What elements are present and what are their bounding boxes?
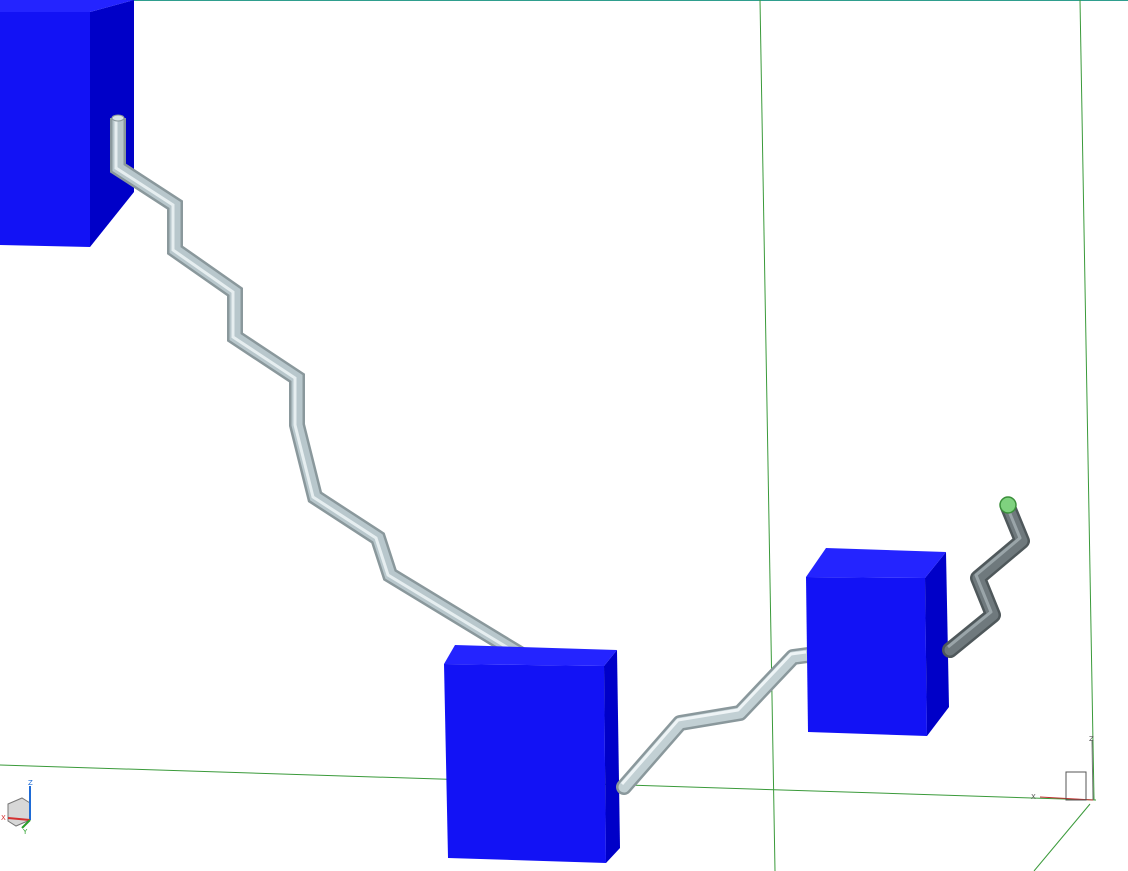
view-triad-y-label: Y: [22, 828, 28, 836]
origin-box-icon: [1065, 771, 1087, 801]
selected-pipe-endpoint[interactable]: [999, 496, 1017, 514]
block-bottom-center-top: [444, 645, 617, 666]
block-right-side: [925, 552, 949, 736]
grid-line-vertical-right: [1079, 0, 1095, 801]
pipe-route-long-outline: [110, 118, 530, 664]
origin-x-label: X: [1031, 793, 1036, 801]
block-right[interactable]: [806, 548, 949, 736]
block-bottom-center[interactable]: [444, 645, 620, 863]
pipe-route-long-highlight: [114, 118, 524, 659]
view-triad-left[interactable]: Z X Y: [1, 779, 33, 836]
pipe-route-exit[interactable]: [942, 496, 1030, 658]
view-triad-x-axis: [7, 817, 31, 821]
block-top-left-front: [0, 12, 90, 247]
origin-triad-right: Z X: [1031, 735, 1094, 801]
view-triad-x-label: X: [1, 814, 6, 822]
view-triad-z-label: Z: [28, 779, 33, 787]
pipe-route-long[interactable]: [110, 114, 530, 664]
block-bottom-center-side: [604, 650, 620, 863]
view-triad-y-axis: [21, 819, 31, 829]
pipe-route-short-highlight: [620, 650, 807, 785]
pipe-route-short[interactable]: [616, 647, 816, 795]
block-right-front: [806, 577, 927, 736]
origin-z-label: Z: [1089, 735, 1094, 743]
grid-line-diagonal: [1033, 803, 1091, 871]
pipe-route-long-start-cap: [111, 114, 125, 122]
view-cube-icon: [7, 797, 31, 827]
grid-line-vertical-mid: [759, 0, 776, 871]
origin-z-axis: [1091, 739, 1094, 801]
pipe-route-exit-highlight: [947, 503, 1022, 649]
block-bottom-center-front: [444, 664, 606, 863]
block-top-left-top: [0, 0, 134, 12]
pipe-route-short-body: [618, 649, 814, 793]
block-right-top: [806, 548, 946, 578]
